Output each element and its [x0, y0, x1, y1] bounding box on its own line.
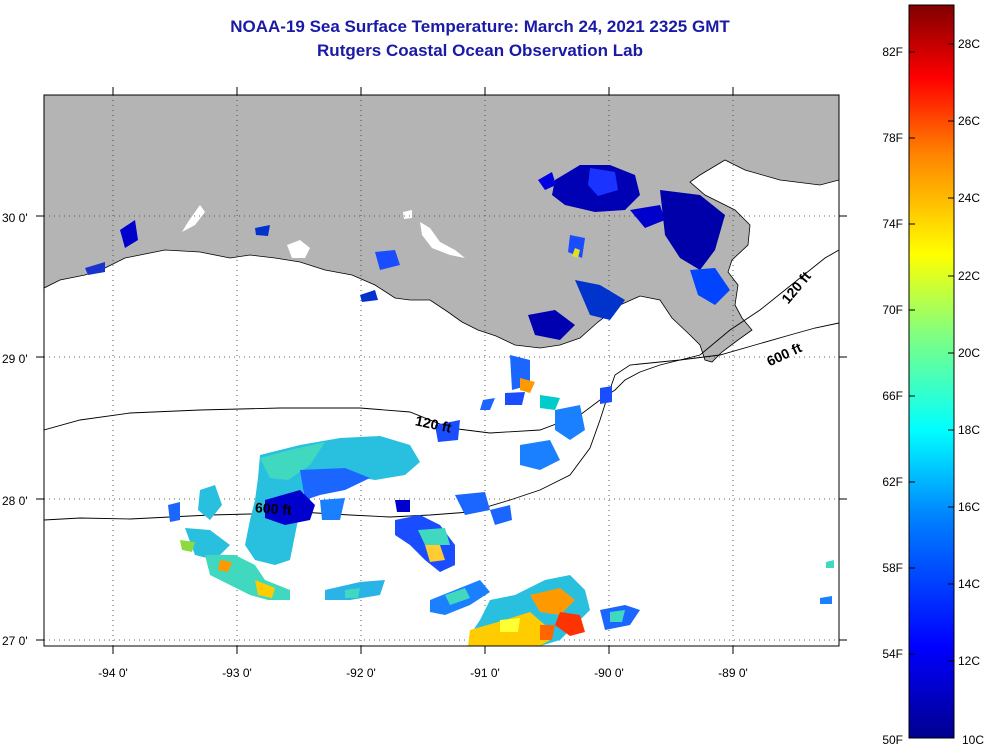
map-title: NOAA-19 Sea Surface Temperature: March 2… — [230, 17, 730, 36]
colorbar-f-label: 74F — [882, 217, 903, 231]
colorbar-f-label: 70F — [882, 303, 903, 317]
lake-patch — [182, 205, 205, 232]
colorbar-f-label: 82F — [882, 45, 903, 59]
colorbar-f-label: 58F — [882, 561, 903, 575]
lat-label: 30 0' — [2, 211, 28, 225]
colorbar-c-label: 10C — [962, 733, 984, 747]
graticule — [44, 95, 839, 646]
colorbar-c-label: 22C — [958, 269, 980, 283]
colorbar-c-ticks — [948, 43, 954, 662]
colorbar-f-label: 54F — [882, 647, 903, 661]
colorbar-c-label: 12C — [958, 654, 980, 668]
map-frame — [43, 94, 840, 647]
lat-label: 27 0' — [2, 634, 28, 648]
colorbar-c-label: 16C — [958, 500, 980, 514]
contour-label: 600 ft — [255, 499, 293, 518]
latitude-axis — [36, 215, 847, 641]
lon-label: -91 0' — [470, 666, 500, 680]
lon-label: -94 0' — [98, 666, 128, 680]
colorbar-f-label: 62F — [882, 475, 903, 489]
map-subtitle: Rutgers Coastal Ocean Observation Lab — [317, 41, 643, 60]
colorbar-f-label: 50F — [882, 733, 903, 747]
sst-swaths — [85, 165, 834, 646]
lat-label: 28 0' — [2, 494, 28, 508]
colorbar-f-ticks — [909, 51, 915, 655]
colorbar-c-label: 26C — [958, 114, 980, 128]
colorbar-c-label: 18C — [958, 423, 980, 437]
lake-patch — [403, 210, 412, 219]
lon-label: -92 0' — [346, 666, 376, 680]
colorbar-c-label: 14C — [958, 577, 980, 591]
colorbar-f-label: 78F — [882, 131, 903, 145]
lon-label: -93 0' — [222, 666, 252, 680]
colorbar-c-label: 28C — [958, 37, 980, 51]
lake-patch — [420, 222, 465, 258]
lon-label: -90 0' — [594, 666, 624, 680]
colorbar-c-label: 24C — [958, 191, 980, 205]
contour-label: 120 ft — [414, 412, 453, 435]
lake-patch — [287, 240, 310, 258]
colorbar-f-label: 66F — [882, 389, 903, 403]
colorbar — [908, 4, 955, 739]
colorbar-c-label: 20C — [958, 346, 980, 360]
lat-label: 29 0' — [2, 352, 28, 366]
longitude-axis — [112, 87, 734, 654]
lon-label: -89 0' — [718, 666, 748, 680]
